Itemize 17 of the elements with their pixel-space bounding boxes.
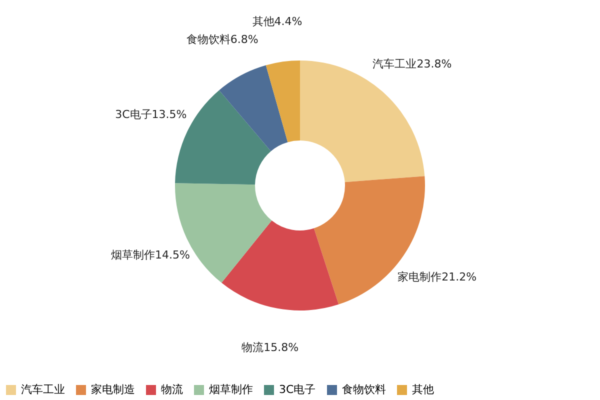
donut-slice (219, 65, 288, 152)
legend-label: 家电制造 (91, 383, 135, 396)
data-label: 家电制作21.2% (398, 270, 477, 284)
legend-label: 3C电子 (279, 383, 316, 396)
data-label: 其他4.4% (252, 15, 302, 28)
legend-label: 其他 (412, 383, 434, 396)
data-label: 烟草制作14.5% (111, 248, 190, 262)
data-label: 物流15.8% (242, 340, 299, 354)
data-label: 3C电子13.5% (115, 108, 187, 121)
data-label: 汽车工业23.8% (372, 58, 452, 71)
donut-slice (266, 60, 300, 142)
donut-slice (222, 220, 339, 310)
legend-label: 汽车工业 (21, 383, 65, 396)
legend-label: 烟草制作 (209, 383, 253, 396)
legend-label: 物流 (161, 383, 183, 396)
data-label: 食物饮料6.8% (186, 32, 258, 46)
legend-label: 食物饮料 (342, 383, 386, 396)
